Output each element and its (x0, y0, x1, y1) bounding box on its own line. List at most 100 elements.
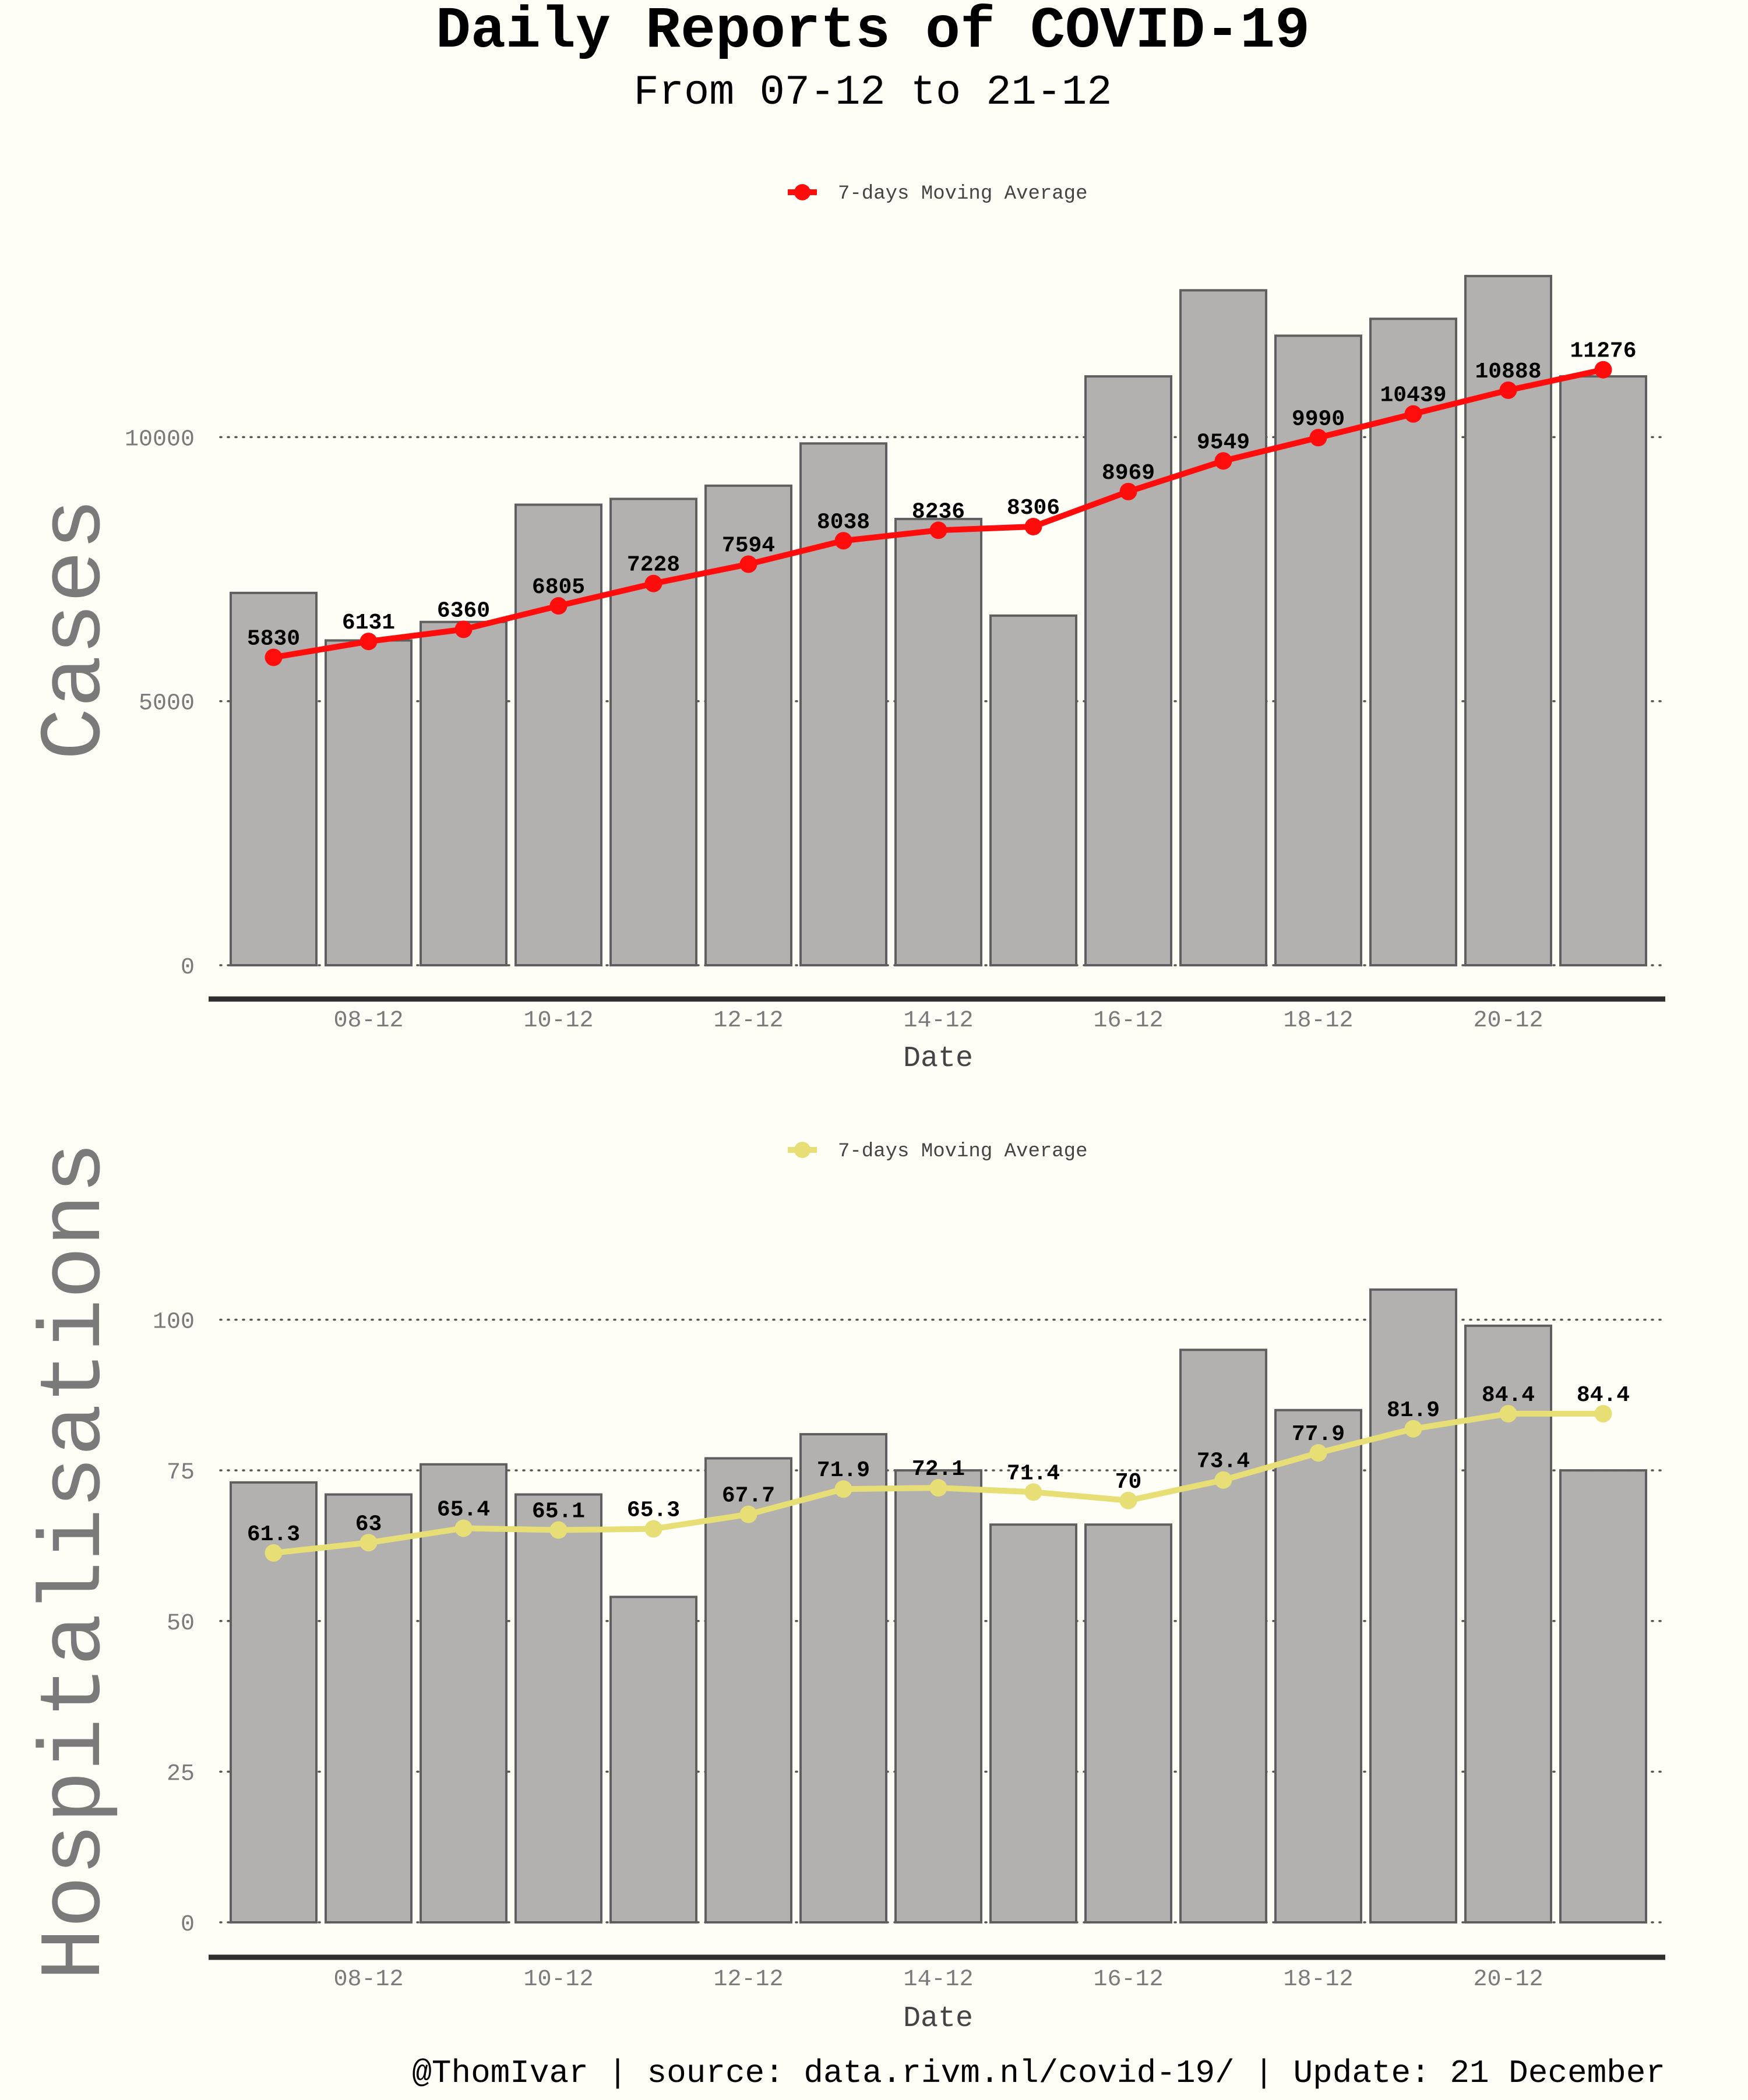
cases-bar (1084, 375, 1172, 966)
hosp-line-point (360, 1534, 378, 1552)
cases-bar (1369, 317, 1457, 966)
cases-xtick-label: 18-12 (1283, 1008, 1353, 1034)
hosp-line-point (834, 1480, 852, 1498)
cases-data-label: 8969 (1102, 461, 1155, 486)
cases-legend-marker (794, 184, 810, 200)
hosp-data-label: 77.9 (1292, 1422, 1345, 1447)
cases-x-axis-label: Date (903, 1042, 973, 1075)
cases-bar (799, 442, 887, 966)
cases-data-label: 8038 (817, 510, 870, 535)
chart-title: Daily Reports of COVID-19 (436, 0, 1310, 65)
hosp-data-label: 63 (355, 1512, 382, 1537)
cases-data-label: 6360 (437, 598, 490, 623)
cases-data-label: 11276 (1570, 339, 1636, 364)
cases-panel: 0 5000 10000 08-12 10-12 12-12 14-12 16-12 18-12… (27, 183, 1665, 1075)
cases-data-label: 10439 (1380, 383, 1446, 408)
cases-xtick-label: 14-12 (903, 1008, 973, 1034)
hosp-xtick-label: 16-12 (1093, 1967, 1163, 1993)
hosp-y-axis-label: Hospitalisations (27, 1142, 126, 1981)
hosp-bar (1084, 1523, 1172, 1924)
hosp-legend-label: 7-days Moving Average (838, 1141, 1087, 1163)
hosp-xtick-label: 08-12 (333, 1967, 403, 1993)
cases-line-point (739, 555, 757, 573)
cases-data-label: 6131 (342, 610, 395, 636)
hosp-x-axis-label: Date (903, 2002, 973, 2035)
cases-line-point (265, 648, 283, 666)
cases-y-axis-label: Cases (27, 498, 126, 760)
cases-line-point (454, 620, 473, 638)
cases-data-label: 8306 (1007, 496, 1060, 521)
cases-ytick-label: 10000 (125, 426, 195, 453)
hosp-line-point (739, 1505, 757, 1523)
hosp-data-label: 72.1 (912, 1457, 965, 1482)
hosp-bar (1369, 1288, 1457, 1924)
hosp-ytick-label: 0 (181, 1912, 195, 1938)
hosp-line-point (1594, 1404, 1612, 1423)
cases-bar (704, 484, 792, 966)
cases-line-point (644, 574, 662, 592)
cases-data-label: 9990 (1292, 407, 1345, 432)
cases-bar (325, 639, 413, 966)
hosp-xtick-label: 10-12 (523, 1967, 593, 1993)
hosp-line-point (1119, 1491, 1137, 1509)
hosp-data-label: 81.9 (1387, 1398, 1440, 1423)
hosp-line-point (549, 1521, 568, 1539)
hosp-bar (989, 1523, 1077, 1924)
hosp-ytick-label: 50 (167, 1611, 195, 1637)
hospitalisations-panel: 0 25 50 75 100 08-12 10-12 12-12 14-12 16-12 18-12… (27, 1141, 1665, 2035)
hosp-bar (704, 1457, 792, 1923)
cases-ytick-label: 0 (181, 955, 195, 981)
hosp-ytick-label: 100 (153, 1310, 195, 1336)
hosp-bar (894, 1469, 982, 1923)
hosp-data-label: 70 (1115, 1470, 1142, 1495)
cases-xtick-label: 10-12 (523, 1008, 593, 1034)
hosp-data-label: 65.1 (532, 1499, 585, 1524)
hosp-line-point (1024, 1483, 1042, 1501)
hosp-bar (514, 1493, 602, 1924)
cases-xtick-label: 08-12 (333, 1008, 403, 1034)
cases-legend-label: 7-days Moving Average (838, 183, 1087, 205)
hosp-line-point (644, 1520, 662, 1538)
hosp-xtick-label: 14-12 (903, 1967, 973, 1993)
hosp-data-label: 65.4 (437, 1497, 490, 1522)
hosp-data-label: 71.4 (1007, 1461, 1060, 1486)
hosp-legend-marker (794, 1142, 810, 1158)
cases-data-label: 7228 (627, 553, 680, 578)
cases-data-label: 6805 (532, 575, 585, 600)
cases-line-point (834, 532, 852, 550)
cases-ytick-label: 5000 (139, 691, 195, 717)
hosp-data-label: 65.3 (627, 1498, 680, 1523)
hosp-data-label: 73.4 (1197, 1449, 1250, 1474)
chart-subtitle: From 07-12 to 21-12 (634, 69, 1112, 117)
cases-bar (989, 614, 1077, 966)
cases-xtick-label: 20-12 (1473, 1008, 1543, 1034)
cases-bar (514, 503, 602, 966)
hosp-ytick-label: 25 (167, 1761, 195, 1787)
hosp-bar (799, 1433, 887, 1923)
cases-bar (1559, 375, 1647, 966)
hosp-line-point (454, 1519, 473, 1537)
cases-data-label: 7594 (722, 534, 775, 559)
cases-line-point (1309, 429, 1327, 447)
hosp-data-label: 71.9 (817, 1458, 870, 1483)
cases-bar (1179, 289, 1267, 966)
hosp-bar (325, 1493, 413, 1924)
cases-data-label: 8236 (912, 499, 965, 524)
hosp-bar (1464, 1324, 1552, 1923)
cases-line-point (360, 633, 378, 651)
cases-line-point (1024, 517, 1042, 535)
chart-caption: @ThomIvar | source: data.rivm.nl/covid-1… (412, 2055, 1665, 2092)
hosp-data-label: 67.7 (722, 1484, 775, 1509)
hosp-line-point (265, 1544, 283, 1562)
hosp-xtick-label: 18-12 (1283, 1967, 1353, 1993)
cases-xtick-label: 16-12 (1093, 1008, 1163, 1034)
hosp-line-point (1309, 1444, 1327, 1462)
hosp-data-label: 84.4 (1577, 1383, 1630, 1408)
hosp-data-label: 84.4 (1482, 1383, 1535, 1408)
hosp-bar (609, 1596, 697, 1924)
cases-line-point (1119, 482, 1137, 500)
cases-line-point (1499, 381, 1517, 399)
cases-line-point (1404, 405, 1422, 423)
